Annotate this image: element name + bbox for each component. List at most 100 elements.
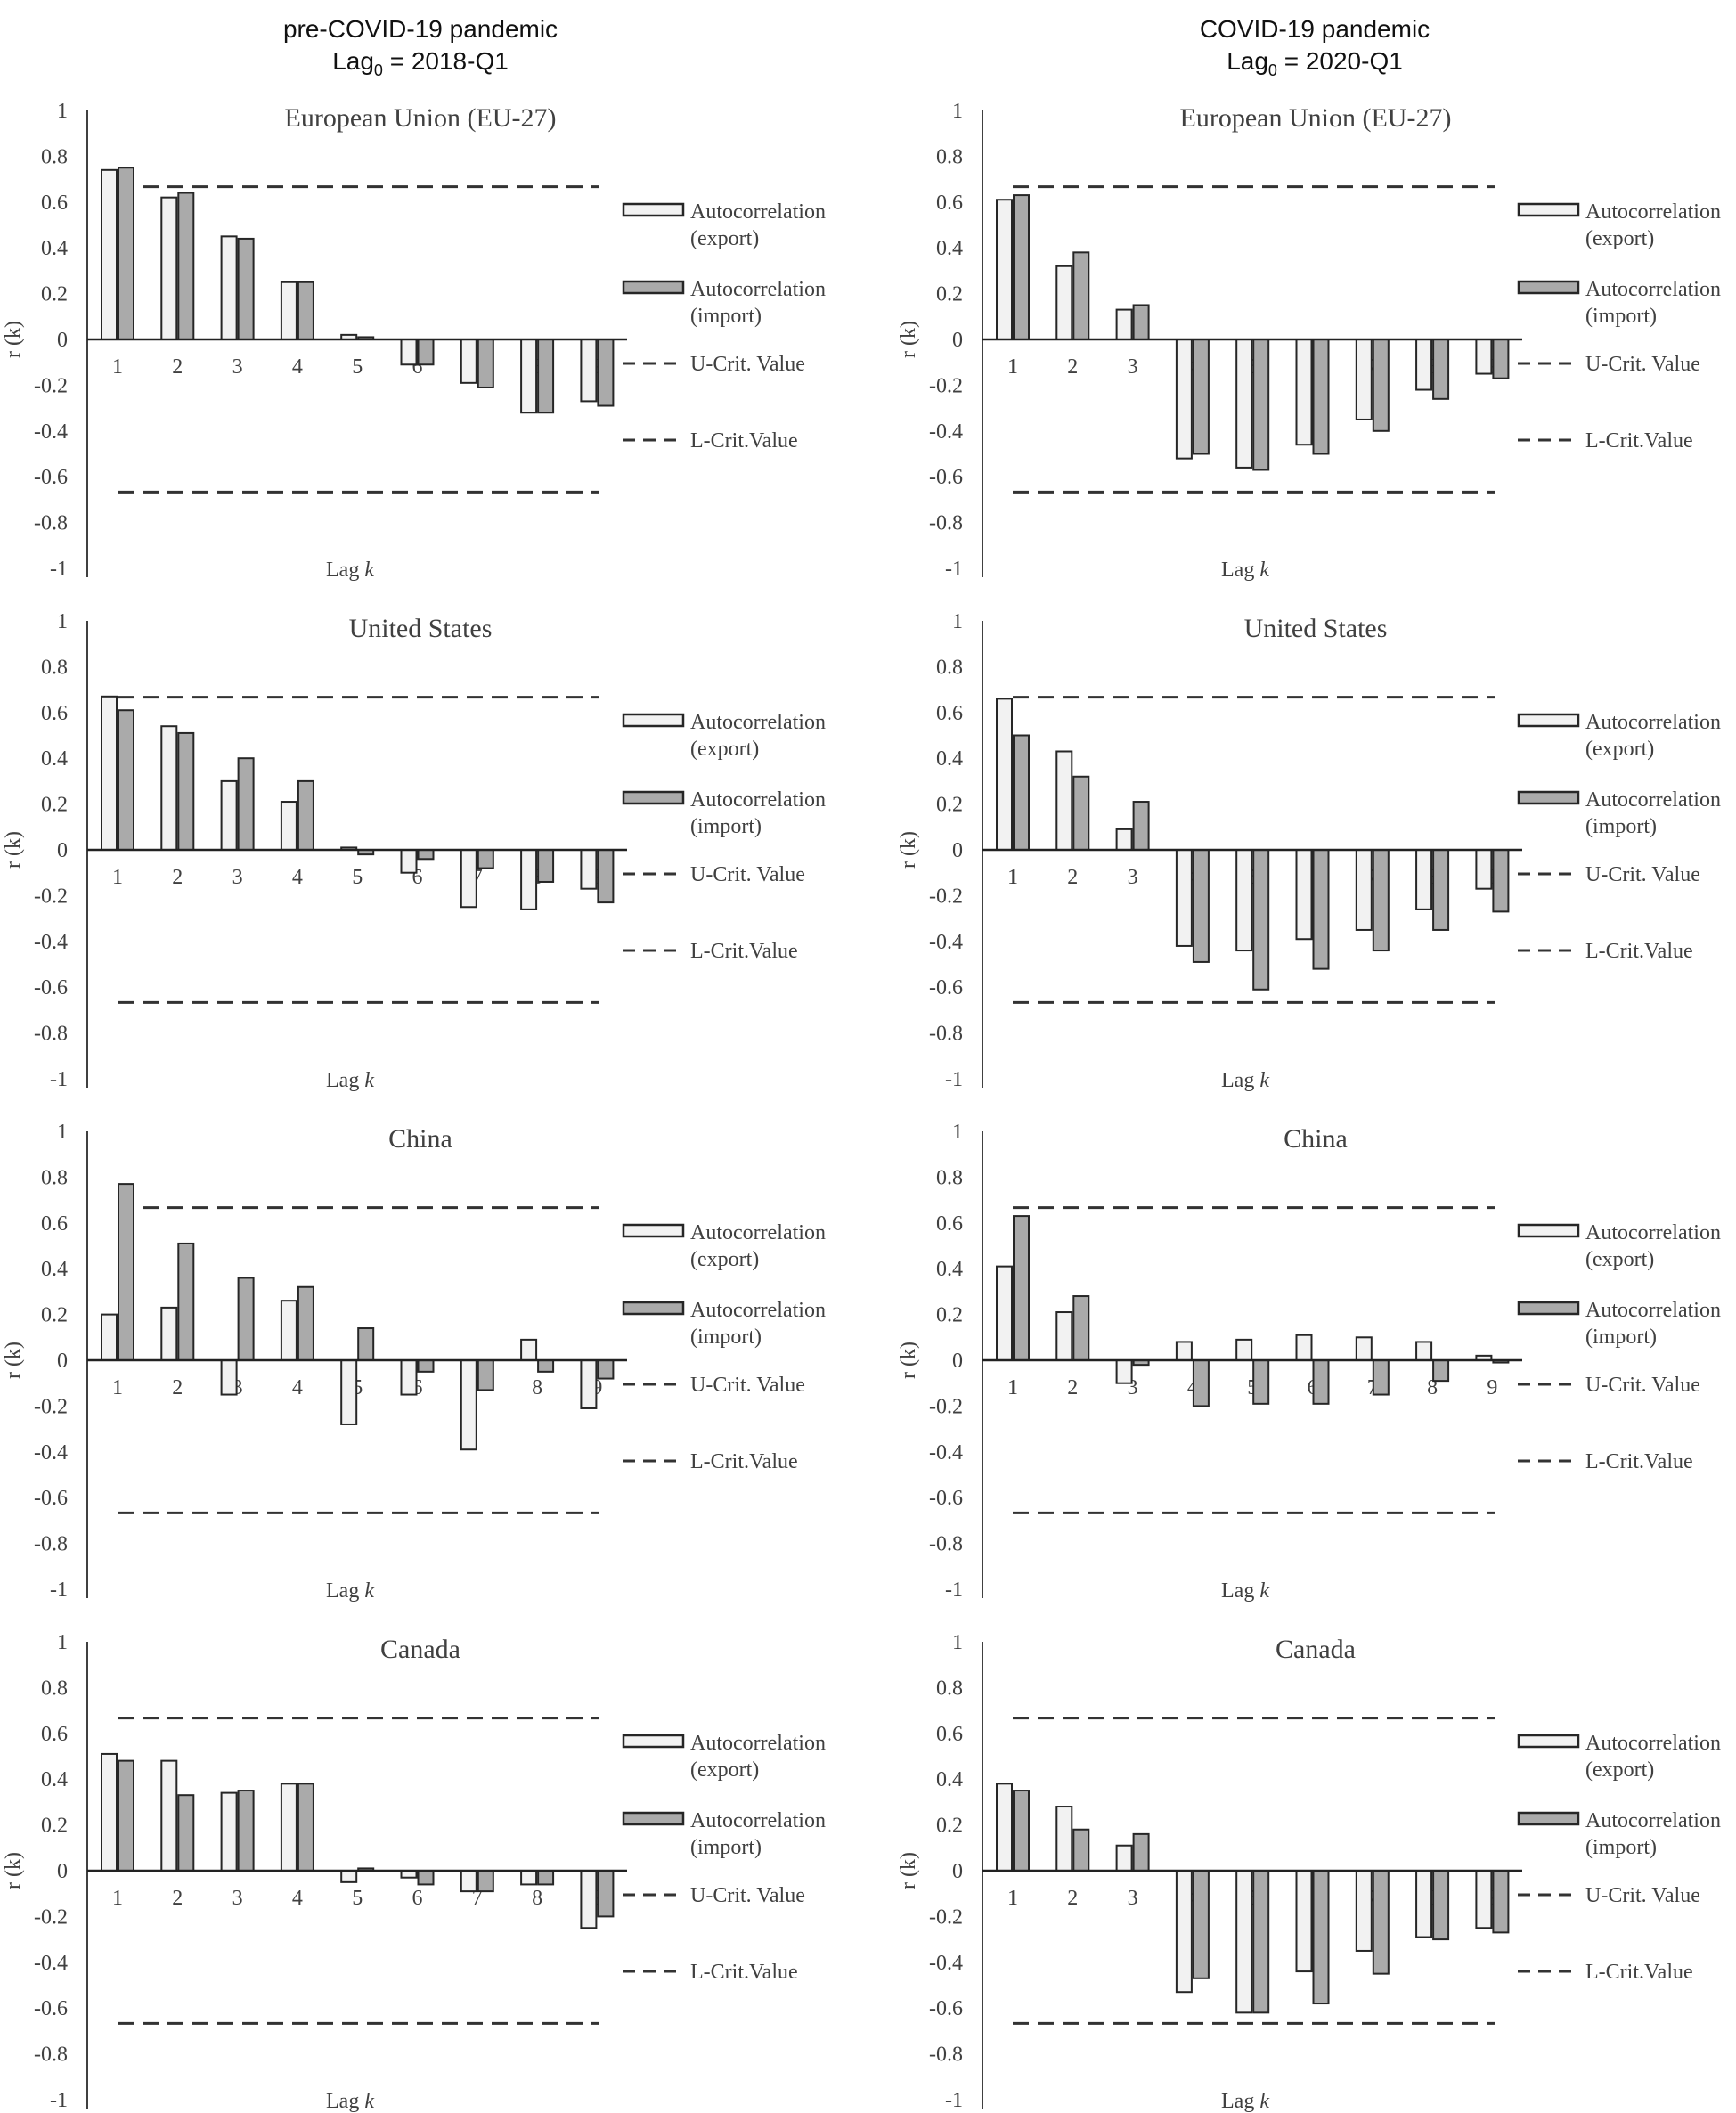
y-tick-label: 0	[952, 839, 963, 862]
bar-export	[1115, 1844, 1133, 1872]
y-tick-label: 0.2	[41, 1815, 68, 1838]
bar-import	[1132, 801, 1150, 851]
y-tick-label: 0	[57, 1350, 68, 1373]
x-tick-label: 2	[1067, 866, 1078, 889]
bar-import	[1312, 1870, 1330, 2005]
bar-import	[177, 1794, 195, 1872]
legend-export-line1: Autocorrelation	[1585, 711, 1721, 734]
y-tick-label: -1	[945, 2089, 963, 2112]
y-tick-label: -1	[945, 1579, 963, 1602]
bar-export	[1355, 1336, 1373, 1361]
x-axis-label: Lag k	[326, 559, 374, 582]
bar-export	[220, 1791, 238, 1872]
legend-export-line2: (export)	[1585, 227, 1654, 250]
bar-import	[357, 1327, 375, 1361]
legend-import-line2: (import)	[1585, 1326, 1657, 1349]
bar-import	[1072, 1828, 1090, 1872]
y-tick-label: 1	[952, 100, 963, 123]
x-tick-label: 1	[112, 1376, 123, 1399]
bar-import	[597, 339, 615, 407]
bar-export	[1055, 1311, 1073, 1361]
y-tick-label: -0.8	[929, 1023, 963, 1046]
y-tick-label: 1	[57, 1121, 68, 1144]
bar-export	[1415, 849, 1433, 910]
x-tick-label: 2	[1067, 1376, 1078, 1399]
bar-import	[537, 339, 555, 414]
x-axis-label-text: Lag	[326, 559, 364, 582]
panel-title: Canada	[380, 1635, 460, 1664]
y-tick-label: 1	[952, 1631, 963, 1654]
y-axis-label: r (k)	[2, 831, 25, 869]
bar-export	[1415, 1341, 1433, 1362]
legend-swatch-export	[1517, 202, 1580, 217]
bar-import	[1192, 339, 1210, 455]
y-tick-label: 1	[952, 1121, 963, 1144]
bar-import	[1372, 849, 1390, 952]
bar-import	[177, 192, 195, 340]
legend-export-line1: Autocorrelation	[690, 1732, 826, 1755]
bar-import	[537, 1359, 555, 1373]
bar-export	[1175, 1341, 1193, 1362]
bar-import	[1252, 1359, 1270, 1405]
x-tick-label: 1	[1007, 1887, 1018, 1910]
legend-export-line1: Autocorrelation	[1585, 1221, 1721, 1244]
x-axis-label-text: Lag	[326, 2090, 364, 2113]
legend-swatch-export	[1517, 1734, 1580, 1749]
legend-import-line1: Autocorrelation	[690, 1299, 826, 1322]
y-tick-label: 0.8	[936, 1166, 963, 1189]
bar-import	[477, 1870, 494, 1893]
x-tick-label: 1	[1007, 866, 1018, 889]
bar-import	[1312, 849, 1330, 970]
y-tick-label: 0	[952, 1860, 963, 1883]
bar-import	[597, 1870, 615, 1918]
bar-import	[237, 237, 255, 341]
lag-subscript: 0	[1268, 61, 1277, 79]
y-tick-label: 0.4	[41, 1768, 68, 1791]
y-tick-label: -0.4	[34, 931, 68, 954]
y-tick-label: -0.8	[34, 1023, 68, 1046]
y-tick-label: -0.2	[34, 1905, 68, 1929]
bar-export	[520, 1338, 538, 1361]
y-tick-label: -0.6	[34, 1997, 68, 2020]
y-tick-label: 0.8	[41, 1677, 68, 1700]
x-tick-label: 2	[1067, 355, 1078, 379]
x-axis-label-var: k	[1259, 1579, 1269, 1603]
bar-import	[297, 1783, 314, 1872]
bar-import	[1432, 1870, 1450, 1941]
panel-title: Canada	[1276, 1635, 1356, 1664]
legend-swatch-import	[622, 1301, 685, 1316]
x-tick-label: 5	[352, 1887, 363, 1910]
y-tick-label: -0.2	[34, 1395, 68, 1418]
bar-export	[1475, 1870, 1493, 1929]
y-tick-label: 0.2	[41, 794, 68, 817]
bar-import	[1252, 849, 1270, 991]
lag-value: = 2018-Q1	[383, 47, 509, 75]
legend-export-line1: Autocorrelation	[690, 711, 826, 734]
bar-import	[1312, 339, 1330, 455]
x-axis-label: Lag k	[1221, 1069, 1269, 1092]
y-tick-label: 0.2	[936, 283, 963, 306]
y-tick-label: 0.8	[936, 145, 963, 168]
bar-export	[1415, 339, 1433, 391]
y-tick-label: 0.6	[936, 702, 963, 725]
bar-import	[1072, 1295, 1090, 1362]
bar-import	[1192, 849, 1210, 963]
chart-panel: 1 0.8 0.6 0.4 0.2 0 -0.2 -0.4 -0.6 -0.8 -1 r (k) Eur…	[897, 100, 1721, 582]
bar-import	[1432, 1359, 1450, 1383]
x-tick-label: 1	[1007, 1376, 1018, 1399]
y-axis-label: r (k)	[2, 1852, 25, 1889]
y-tick-label: 0.4	[41, 1258, 68, 1281]
bar-export	[101, 1313, 118, 1362]
chart-panel: 1 0.8 0.6 0.4 0.2 0 -0.2 -0.4 -0.6 -0.8 -1 r (k) Can…	[2, 1631, 826, 2113]
bar-export	[580, 1870, 598, 1929]
y-tick-label: -0.4	[929, 931, 963, 954]
bar-export	[160, 1759, 178, 1872]
y-tick-label: -0.2	[929, 885, 963, 908]
x-tick-label: 1	[1007, 355, 1018, 379]
bar-import	[1072, 775, 1090, 852]
bar-export	[1115, 828, 1133, 851]
x-axis-label-var: k	[364, 1579, 374, 1603]
x-axis-label-text: Lag	[326, 1579, 364, 1603]
bar-import	[118, 1759, 134, 1872]
